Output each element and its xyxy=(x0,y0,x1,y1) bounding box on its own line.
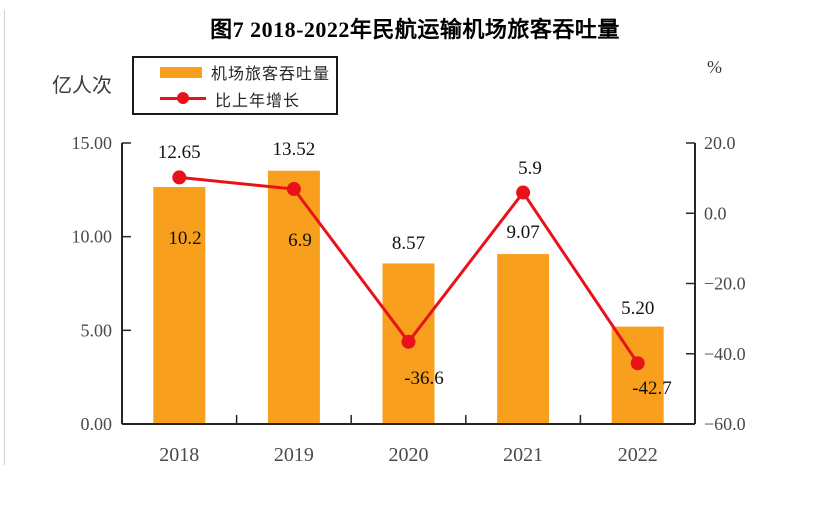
line-value-label: -36.6 xyxy=(404,368,444,389)
bar-series-swatch-icon xyxy=(160,66,202,78)
category-label: 2022 xyxy=(618,444,658,466)
category-label: 2018 xyxy=(159,444,199,466)
page-edge-line xyxy=(4,10,5,465)
line-marker-2020 xyxy=(401,334,416,349)
legend-item-line: 比上年增长 xyxy=(160,87,336,111)
right-tick-label: 20.0 xyxy=(704,133,736,153)
left-tick-label: 5.00 xyxy=(81,320,113,340)
chart-legend: 机场旅客吞吐量 比上年增长 xyxy=(132,56,338,115)
bar-value-label: 8.57 xyxy=(392,233,425,254)
line-marker-2018 xyxy=(172,170,187,185)
line-series-swatch-icon xyxy=(160,92,206,105)
line-value-label: 6.9 xyxy=(288,230,312,251)
bar-2021 xyxy=(497,254,550,424)
line-marker-2019 xyxy=(286,182,301,197)
category-label: 2021 xyxy=(503,444,543,466)
legend-bar-label: 机场旅客吞吐量 xyxy=(211,66,331,84)
left-tick-label: 15.00 xyxy=(72,133,113,153)
line-marker-2022 xyxy=(630,356,645,371)
bar-value-label: 13.52 xyxy=(273,139,316,160)
left-tick-label: 0.00 xyxy=(81,414,113,434)
bar-2022 xyxy=(611,326,664,424)
bar-value-label: 5.20 xyxy=(621,298,654,319)
line-value-label: -42.7 xyxy=(632,378,672,399)
left-axis-unit: 亿人次 xyxy=(52,75,112,97)
bar-2019 xyxy=(267,170,320,424)
left-tick-label: 10.00 xyxy=(72,227,113,247)
category-label: 2019 xyxy=(274,444,314,466)
right-tick-label: −60.0 xyxy=(704,414,746,434)
chart-title: 图7 2018-2022年民航运输机场旅客吞吐量 xyxy=(210,17,620,42)
legend-item-bar: 机场旅客吞吐量 xyxy=(160,60,336,84)
bar-value-label: 12.65 xyxy=(158,142,201,163)
line-value-label: 10.2 xyxy=(168,228,201,249)
category-label: 2020 xyxy=(389,444,429,466)
bar-2018 xyxy=(153,187,206,424)
legend-line-label: 比上年增长 xyxy=(215,92,301,110)
bar-value-label: 9.07 xyxy=(506,222,539,243)
right-tick-label: 0.0 xyxy=(704,203,727,223)
line-swatch-marker xyxy=(177,92,189,105)
line-marker-2021 xyxy=(516,185,531,200)
right-tick-label: −40.0 xyxy=(704,344,746,364)
right-axis-unit: % xyxy=(707,57,722,77)
right-tick-label: −20.0 xyxy=(704,274,746,294)
line-value-label: 5.9 xyxy=(518,158,542,179)
